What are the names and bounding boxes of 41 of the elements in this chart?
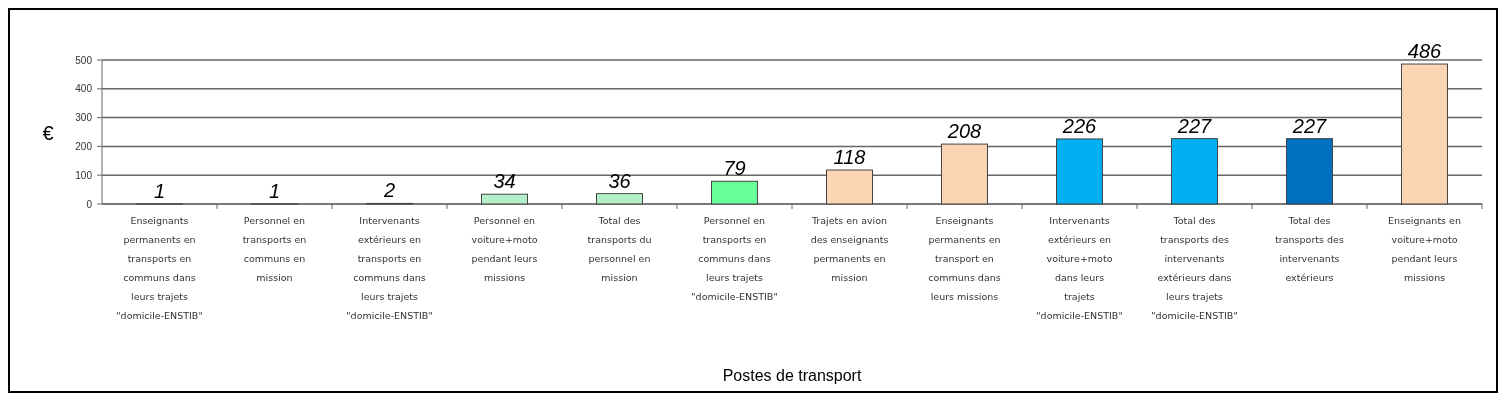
data-label: 227 — [1291, 114, 1328, 137]
data-label: 34 — [493, 170, 516, 193]
y-tick-label: 500 — [75, 54, 93, 66]
data-label: 118 — [833, 146, 866, 169]
data-label: 1 — [153, 179, 166, 202]
bar — [826, 169, 873, 205]
x-tick-label: Personnel en voiture+moto pendant leurs missions — [471, 215, 538, 283]
x-tick-label: Total des transports des intervenants extérieurs — [1275, 215, 1344, 283]
bar — [481, 193, 528, 205]
data-label: 1 — [268, 179, 281, 202]
x-tick-label: Total des transports des intervenants extérieurs dans leurs trajets "domicile-ENSTIB" — [1151, 215, 1238, 321]
data-label: 227 — [1176, 114, 1213, 137]
x-tick-label: Trajets en avion des enseignants permanents en mission — [810, 215, 889, 283]
x-tick-label: Enseignants permanents en transports en communs dans leurs trajets "domicile-ENSTIB" — [116, 215, 203, 321]
bar — [711, 180, 758, 205]
y-tick-label: 0 — [86, 198, 93, 210]
bar — [596, 193, 643, 205]
x-tick-label: Enseignants permanents en transport en communs dans leurs missions — [928, 215, 1001, 302]
data-label: 226 — [1061, 114, 1098, 137]
data-label: 36 — [608, 169, 632, 192]
x-tick-label: Total des transports du personnel en mission — [587, 215, 652, 283]
x-tick-label: Personnel en transports en communs dans leurs trajets "domicile-ENSTIB" — [691, 215, 778, 302]
bar — [1171, 138, 1218, 205]
bar — [1286, 138, 1333, 205]
y-axis-title: € — [42, 122, 54, 144]
bar — [941, 143, 988, 205]
data-label: 208 — [946, 120, 982, 143]
y-tick-label: 400 — [75, 83, 93, 95]
x-tick-label: Enseignants en voiture+moto pendant leurs missions — [1388, 215, 1461, 283]
data-label: 79 — [723, 157, 746, 180]
x-tick-label: Intervenants extérieurs en voiture+moto dans leurs trajets "domicile-ENSTIB" — [1036, 215, 1123, 321]
x-axis-title: Postes de transport — [722, 367, 862, 384]
bar — [1401, 63, 1448, 205]
y-tick-label: 200 — [75, 140, 93, 152]
x-tick-label: Personnel en transports en communs en mission — [242, 215, 307, 283]
bar — [1056, 138, 1103, 205]
y-tick-label: 300 — [75, 112, 93, 124]
y-tick-label: 100 — [75, 169, 93, 181]
data-label: 486 — [1407, 40, 1443, 63]
x-tick-label: Intervenants extérieurs en transports en communs dans leurs trajets "domicile-ENSTIB" — [346, 215, 433, 321]
data-label: 2 — [382, 179, 396, 202]
